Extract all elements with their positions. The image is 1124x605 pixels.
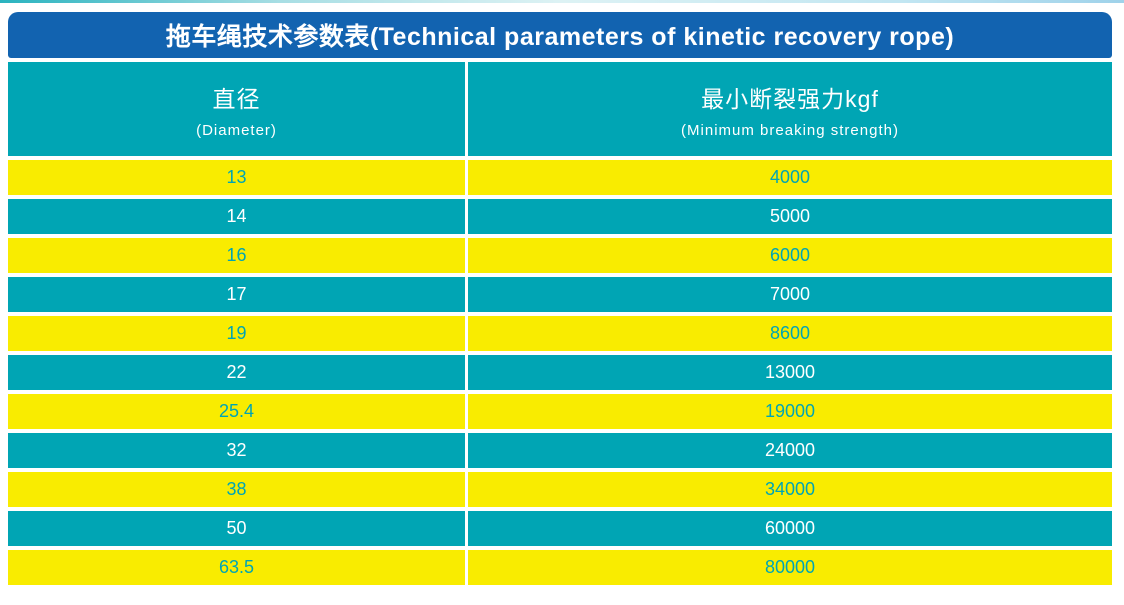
strength-cell: 60000	[468, 511, 1112, 546]
table-row: 17 7000	[8, 277, 1112, 312]
diameter-cell: 25.4	[8, 394, 465, 429]
strength-cell: 13000	[468, 355, 1112, 390]
col-header-strength-en: (Minimum breaking strength)	[681, 121, 899, 139]
table-row: 22 13000	[8, 355, 1112, 390]
table-row: 32 24000	[8, 433, 1112, 468]
strength-cell: 5000	[468, 199, 1112, 234]
diameter-cell: 38	[8, 472, 465, 507]
diameter-cell: 16	[8, 238, 465, 273]
diameter-cell: 63.5	[8, 550, 465, 585]
col-header-strength-zh: 最小断裂强力kgf	[701, 85, 879, 112]
diameter-cell: 14	[8, 199, 465, 234]
strength-cell: 4000	[468, 160, 1112, 195]
strength-cell: 7000	[468, 277, 1112, 312]
diameter-cell: 13	[8, 160, 465, 195]
diameter-cell: 19	[8, 316, 465, 351]
strength-cell: 8600	[468, 316, 1112, 351]
strength-cell: 34000	[468, 472, 1112, 507]
table-row: 16 6000	[8, 238, 1112, 273]
strength-cell: 6000	[468, 238, 1112, 273]
diameter-cell: 50	[8, 511, 465, 546]
table-row: 14 5000	[8, 199, 1112, 234]
col-header-diameter-en: (Diameter)	[196, 121, 277, 139]
table-header-row: 直径 (Diameter) 最小断裂强力kgf (Minimum breakin…	[8, 62, 1112, 156]
table-row: 13 4000	[8, 160, 1112, 195]
col-header-diameter-zh: 直径	[212, 85, 261, 112]
table-row: 19 8600	[8, 316, 1112, 351]
diameter-cell: 17	[8, 277, 465, 312]
table-row: 25.4 19000	[8, 394, 1112, 429]
table-body: 13 4000 14 5000 16 6000 17 7000 19 8600 22 13000 25.…	[8, 160, 1112, 585]
strength-cell: 24000	[468, 433, 1112, 468]
strength-cell: 19000	[468, 394, 1112, 429]
col-header-strength: 最小断裂强力kgf (Minimum breaking strength)	[468, 62, 1112, 156]
strength-cell: 80000	[468, 550, 1112, 585]
table-title-bar: 拖车绳技术参数表(Technical parameters of kinetic…	[8, 12, 1112, 58]
top-divider	[0, 0, 1124, 3]
table-row: 38 34000	[8, 472, 1112, 507]
parameters-table: 直径 (Diameter) 最小断裂强力kgf (Minimum breakin…	[8, 62, 1112, 585]
diameter-cell: 22	[8, 355, 465, 390]
table-title: 拖车绳技术参数表(Technical parameters of kinetic…	[165, 23, 955, 51]
table-row: 50 60000	[8, 511, 1112, 546]
diameter-cell: 32	[8, 433, 465, 468]
table-row: 63.5 80000	[8, 550, 1112, 585]
col-header-diameter: 直径 (Diameter)	[8, 62, 465, 156]
